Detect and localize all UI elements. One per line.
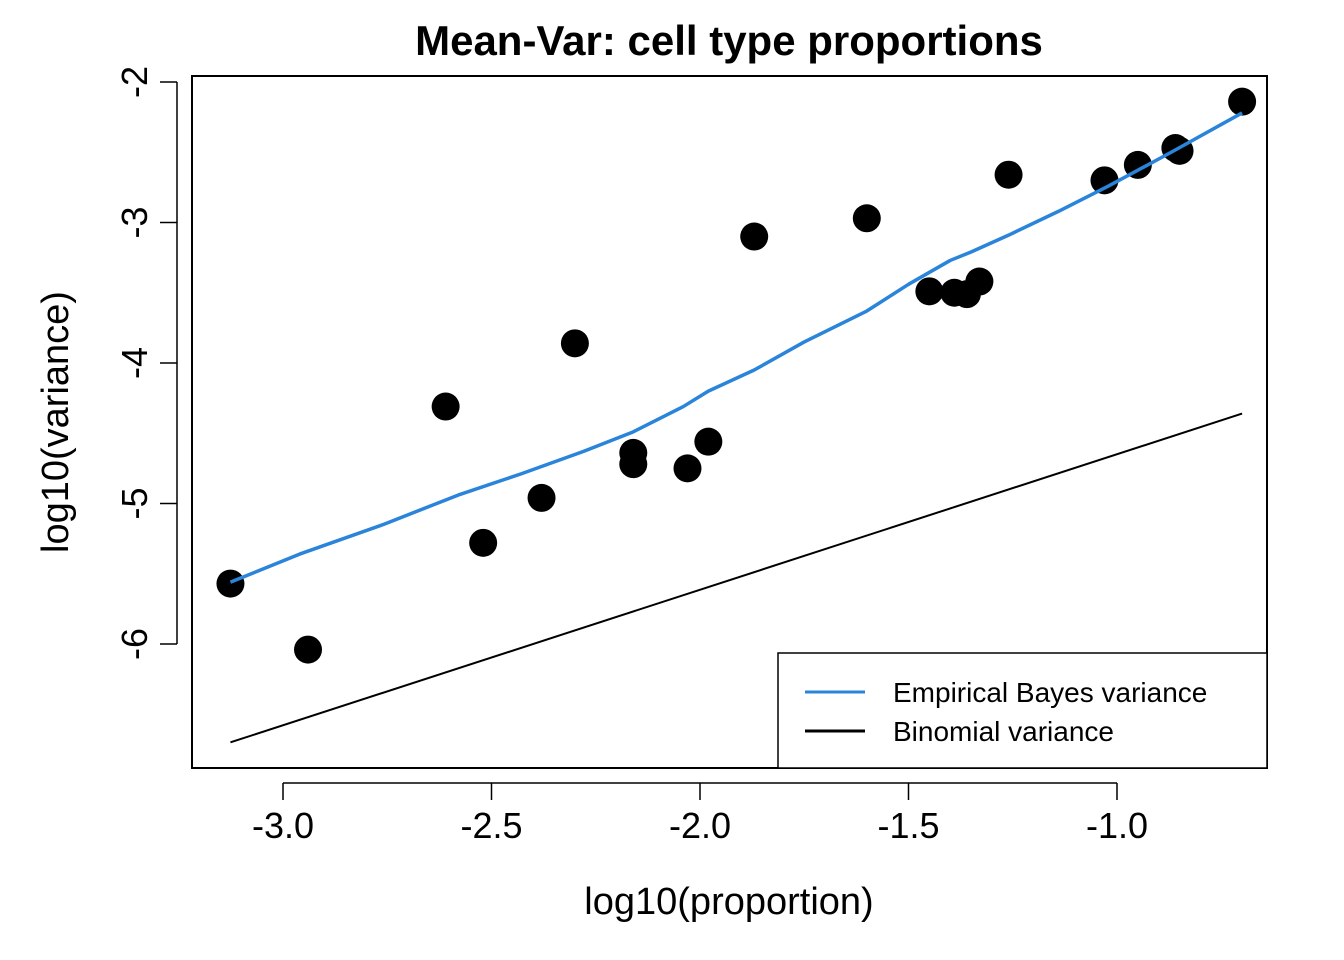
data-point — [527, 483, 556, 512]
data-point — [965, 267, 994, 296]
data-point — [619, 450, 648, 479]
data-point — [1123, 150, 1152, 179]
x-tick-label: -3.0 — [252, 805, 314, 846]
data-point — [673, 454, 702, 483]
data-point — [1228, 87, 1257, 116]
legend-label-empirical-bayes: Empirical Bayes variance — [893, 677, 1207, 708]
plot-frame — [191, 75, 1268, 769]
y-tick-label: -2 — [114, 66, 155, 98]
data-point — [431, 392, 460, 421]
data-point — [469, 528, 498, 557]
y-axis: -2 -3 -4 -5 -6 — [114, 66, 178, 660]
data-point — [694, 427, 723, 456]
legend: Empirical Bayes variance Binomial varian… — [777, 652, 1268, 769]
data-point — [915, 277, 944, 306]
x-tick-label: -1.0 — [1086, 805, 1148, 846]
series-line-empirical-bayes — [229, 111, 1243, 584]
plot-area — [216, 87, 1257, 744]
y-tick-label: -4 — [114, 347, 155, 379]
series-line-binomial — [230, 412, 1243, 744]
chart-title: Mean-Var: cell type proportions — [415, 17, 1043, 64]
legend-box — [777, 652, 1268, 769]
data-point — [994, 160, 1023, 189]
x-axis: -3.0 -2.5 -2.0 -1.5 -1.0 — [252, 782, 1148, 846]
y-tick-label: -3 — [114, 206, 155, 238]
x-tick-label: -1.5 — [877, 805, 939, 846]
data-point — [216, 569, 245, 598]
data-point — [1090, 166, 1119, 195]
x-tick-label: -2.0 — [669, 805, 731, 846]
y-tick-label: -5 — [114, 487, 155, 519]
data-point — [294, 635, 323, 664]
data-point — [852, 204, 881, 233]
x-axis-label: log10(proportion) — [584, 881, 873, 923]
data-point — [560, 329, 589, 358]
y-axis-label: log10(variance) — [35, 291, 77, 553]
y-tick-label: -6 — [114, 628, 155, 660]
x-tick-label: -2.5 — [460, 805, 522, 846]
legend-label-binomial: Binomial variance — [893, 716, 1114, 747]
data-point — [740, 222, 769, 251]
